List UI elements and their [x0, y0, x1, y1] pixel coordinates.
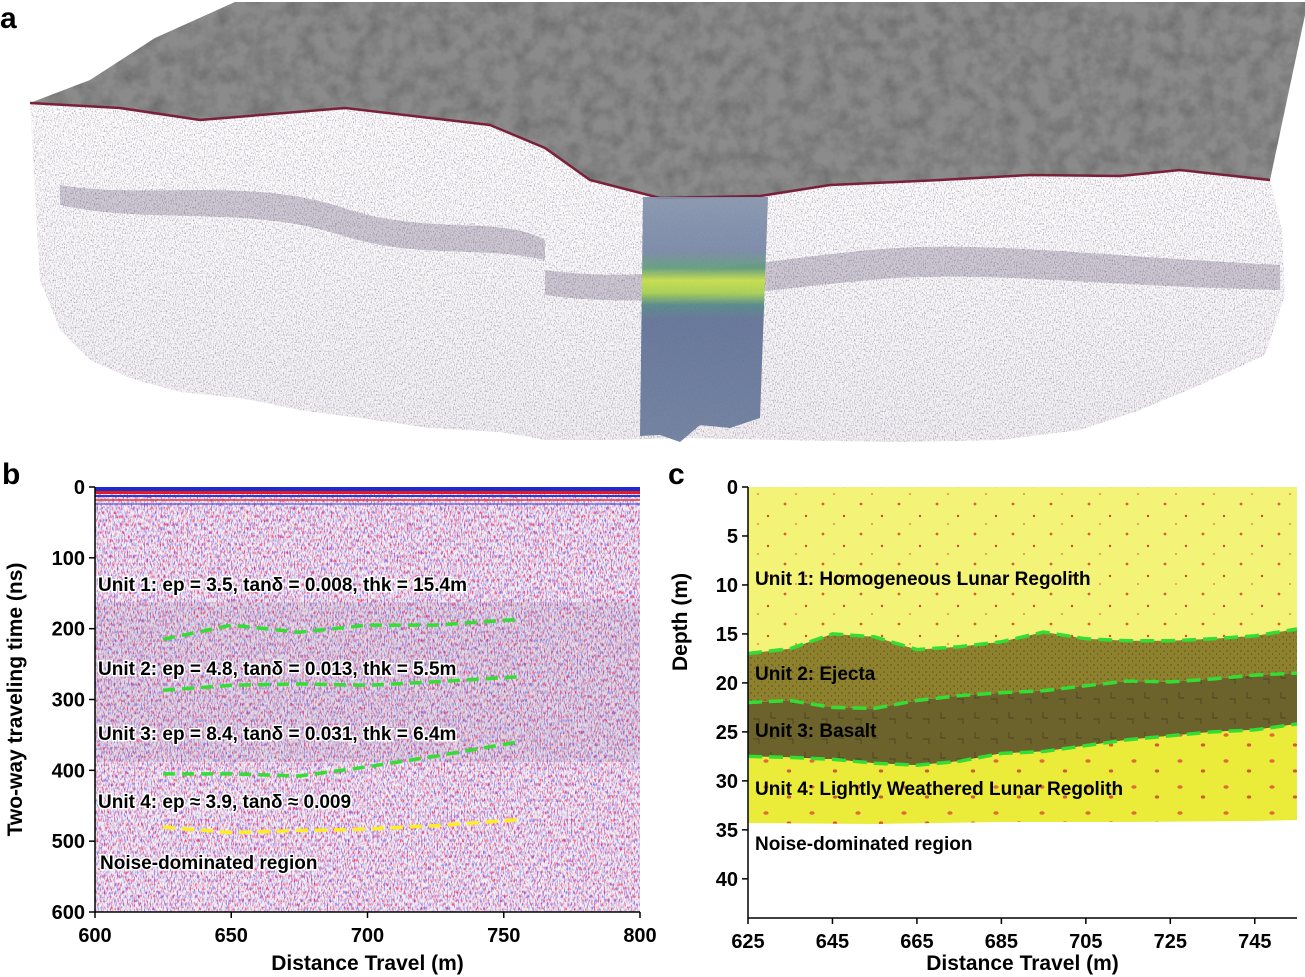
- c-y-tick-label: 0: [727, 477, 738, 499]
- c-y-tick-label: 20: [716, 673, 738, 695]
- c-y-tick-label: 5: [727, 526, 738, 548]
- c-layer-unit1-texture: [748, 487, 1297, 654]
- c-x-tick-label: 705: [1069, 931, 1102, 953]
- c-layer-unit2-texture: [748, 629, 1297, 709]
- c-boundary-line-3: [747, 722, 1298, 767]
- b-unit1-label: Unit 1: ep = 3.5, tanδ = 0.008, thk = 15…: [98, 575, 467, 596]
- b-unit3-label: Unit 3: ep = 8.4, tanδ = 0.031, thk = 6.…: [98, 724, 456, 745]
- c-noise-label: Noise-dominated region: [755, 834, 972, 855]
- c-y-tick-label: 30: [716, 771, 738, 793]
- b-x-tick-label: 600: [78, 925, 111, 947]
- c-x-tick-label: 625: [731, 931, 764, 953]
- c-layer-unit4-texture: [748, 724, 1297, 824]
- b-y-axis-label: Two-way traveling time (ns): [4, 563, 27, 837]
- c-x-tick-label: 745: [1238, 931, 1271, 953]
- c-y-axis-label: Depth (m): [669, 573, 692, 671]
- b-y-tick-label: 600: [52, 902, 85, 924]
- panel-a-letter: a: [0, 2, 17, 35]
- b-x-tick-label: 750: [487, 925, 520, 947]
- c-y-tick-label: 10: [716, 575, 738, 597]
- c-layer-unit3-texture: [748, 673, 1297, 766]
- panel-a-block-diagram: [29, 2, 1305, 442]
- b-x-tick-label: 650: [215, 925, 248, 947]
- core-highlight-column: [640, 197, 768, 442]
- b-x-tick-label: 800: [623, 925, 656, 947]
- c-unit2-label: Unit 2: Ejecta: [755, 664, 876, 685]
- c-unit3-label: Unit 3: Basalt: [755, 721, 877, 742]
- c-x-tick-label: 645: [816, 931, 849, 953]
- c-unit1-label: Unit 1: Homogeneous Lunar Regolith: [755, 569, 1091, 590]
- b-noise-label: Noise-dominated region: [100, 853, 317, 874]
- b-y-tick-label: 500: [52, 831, 85, 853]
- c-x-tick-label: 725: [1154, 931, 1187, 953]
- b-unit4-label: Unit 4: ep ≈ 3.9, tanδ ≈ 0.009: [98, 792, 351, 813]
- panel-b-letter: b: [2, 458, 21, 491]
- c-y-tick-label: 15: [716, 624, 738, 646]
- b-boundary-line-2: [162, 675, 518, 693]
- b-boundary-line-1: [162, 617, 518, 642]
- b-y-tick-label: 0: [74, 477, 85, 499]
- c-x-tick-label: 665: [900, 931, 933, 953]
- panel-c-model: 0 5 10 15 20 25 30 35 40 625 645 665 685 705 725 745 Dis…: [669, 477, 1298, 975]
- panel-c-letter: c: [668, 458, 685, 491]
- b-x-axis-label: Distance Travel (m): [271, 952, 464, 975]
- radargram-image: [95, 487, 640, 912]
- b-unit2-label: Unit 2: ep = 4.8, tanδ = 0.013, thk = 5.…: [98, 659, 456, 680]
- c-x-axis-label: Distance Travel (m): [926, 952, 1119, 975]
- c-y-tick-label: 25: [716, 722, 738, 744]
- c-unit4-label: Unit 4: Lightly Weathered Lunar Regolith: [755, 779, 1123, 800]
- b-y-tick-label: 400: [52, 760, 85, 782]
- c-y-tick-label: 40: [716, 869, 738, 891]
- c-y-tick-label: 35: [716, 820, 738, 842]
- b-boundary-line-3: [163, 740, 518, 778]
- b-y-tick-label: 200: [52, 619, 85, 641]
- c-x-tick-label: 685: [985, 931, 1018, 953]
- b-boundary-line-4: [162, 818, 518, 835]
- b-y-tick-label: 300: [52, 690, 85, 712]
- c-boundary-line-1: [747, 627, 1298, 656]
- b-y-tick-label: 100: [52, 548, 85, 570]
- c-boundary-line-2: [747, 671, 1298, 711]
- b-x-tick-label: 700: [351, 925, 384, 947]
